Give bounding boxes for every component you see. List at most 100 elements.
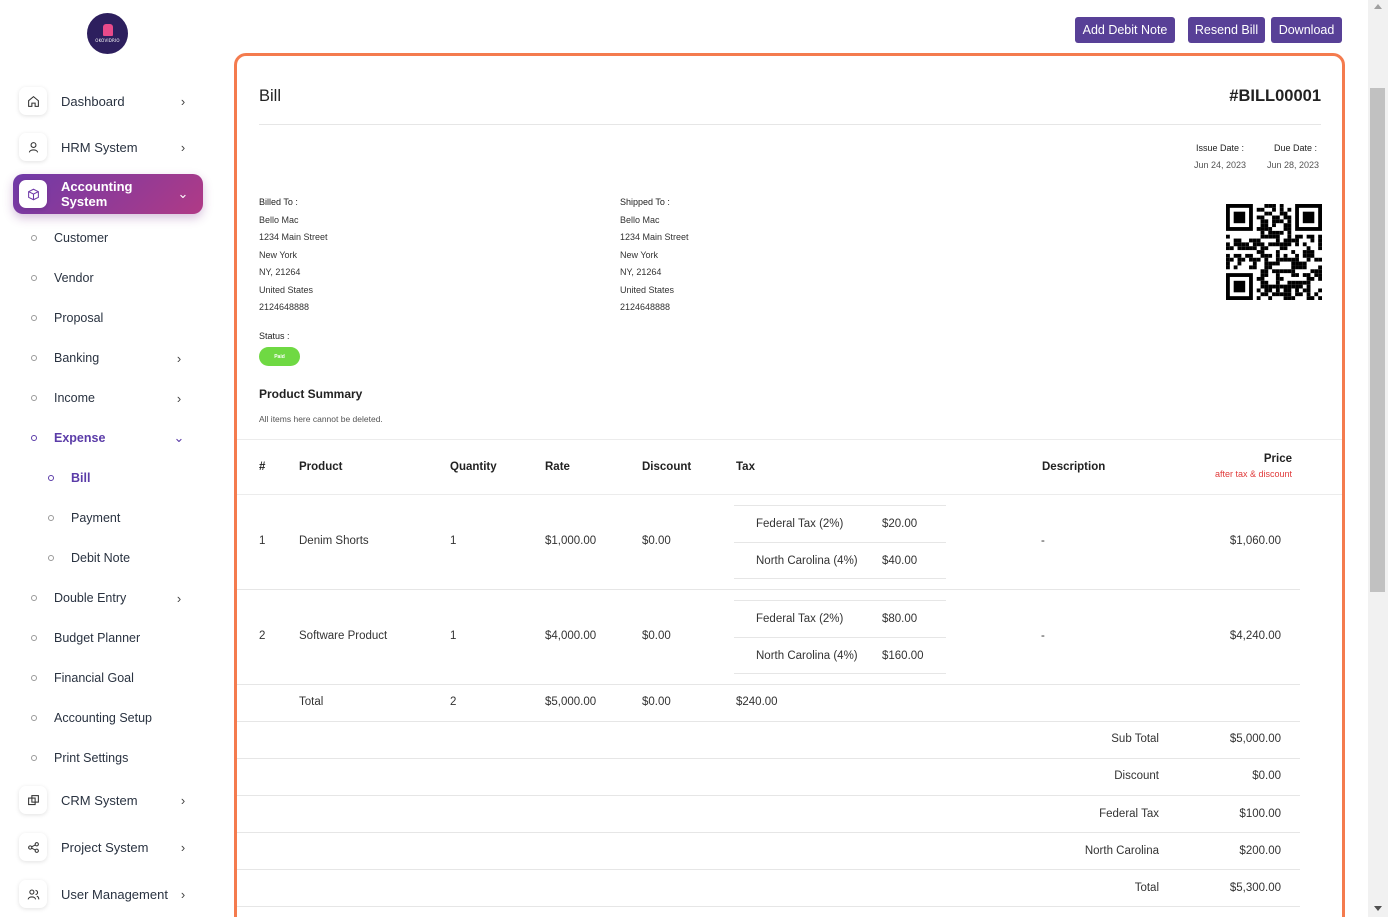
row2-product: Software Product xyxy=(299,630,388,642)
bullet-icon xyxy=(31,235,37,241)
home-icon xyxy=(19,87,47,115)
sidebar-item-customer[interactable]: Customer xyxy=(31,227,201,249)
brand-logo[interactable]: OKOVIDRIO xyxy=(87,13,128,54)
nav-project-system[interactable]: Project System › xyxy=(13,827,203,867)
billed-to: Billed To : Bello Mac 1234 Main Street N… xyxy=(259,194,328,317)
due-date-label: Due Date : xyxy=(1274,143,1318,153)
row-divider xyxy=(237,758,1300,759)
chevron-right-icon: › xyxy=(180,139,186,155)
nav-dashboard-label: Dashboard xyxy=(61,93,125,109)
sidebar-item-label: Payment xyxy=(71,511,121,525)
row1-rate: $1,000.00 xyxy=(545,535,597,547)
bullet-icon xyxy=(31,635,37,641)
billed-to-street: 1234 Main Street xyxy=(259,232,328,242)
logo-text: OKOVIDRIO xyxy=(95,38,120,43)
billed-to-phone: 2124648888 xyxy=(259,302,310,312)
sidebar-item-banking[interactable]: Banking › xyxy=(31,347,201,369)
total-label: Total xyxy=(299,696,324,708)
grand-total-label: Total xyxy=(1134,882,1159,894)
sidebar-item-label: Debit Note xyxy=(71,551,131,565)
resend-bill-button[interactable]: Resend Bill xyxy=(1188,17,1265,43)
status-badge: Paid xyxy=(259,347,300,366)
tax-row: North Carolina (4%) $160.00 xyxy=(734,637,946,674)
bullet-icon xyxy=(31,355,37,361)
nav-accounting-label: Accounting System xyxy=(61,179,133,209)
total-discount: $0.00 xyxy=(642,696,671,708)
scroll-up-icon[interactable] xyxy=(1374,4,1382,9)
status-label: Status : xyxy=(259,331,290,341)
divider xyxy=(259,124,1321,125)
row-divider xyxy=(237,721,1300,722)
download-button[interactable]: Download xyxy=(1271,17,1342,43)
sidebar-item-bill[interactable]: Bill xyxy=(48,467,218,489)
tax-name: Federal Tax (2%) xyxy=(756,518,844,530)
scroll-down-icon[interactable] xyxy=(1374,906,1382,911)
nav-user-management-label: User Management xyxy=(61,886,168,902)
sidebar-item-label: Accounting Setup xyxy=(54,711,152,725)
sidebar-item-label: Print Settings xyxy=(54,751,129,765)
scrollbar-thumb[interactable] xyxy=(1370,88,1385,592)
federal-tax-value: $100.00 xyxy=(1239,808,1281,820)
shipped-to-heading: Shipped To : xyxy=(620,197,670,207)
sidebar-item-label: Budget Planner xyxy=(54,631,141,645)
bullet-icon xyxy=(31,675,37,681)
row1-tax-list: Federal Tax (2%) $20.00 North Carolina (4… xyxy=(734,505,946,579)
page-title: Bill xyxy=(259,87,282,105)
row-divider xyxy=(237,869,1300,870)
share-icon xyxy=(19,833,47,861)
chevron-right-icon: › xyxy=(176,590,182,606)
discount-label: Discount xyxy=(1114,770,1159,782)
page-scrollbar[interactable] xyxy=(1368,0,1388,917)
sidebar-item-print-settings[interactable]: Print Settings xyxy=(31,747,201,769)
sidebar-item-vendor[interactable]: Vendor xyxy=(31,267,201,289)
tax-amount: $80.00 xyxy=(882,613,918,625)
sidebar-item-financial-goal[interactable]: Financial Goal xyxy=(31,667,201,689)
billed-to-state-zip: NY, 21264 xyxy=(259,267,301,277)
col-rate-header: Rate xyxy=(545,461,570,473)
sidebar-item-proposal[interactable]: Proposal xyxy=(31,307,201,329)
shipped-to-state-zip: NY, 21264 xyxy=(620,267,662,277)
sidebar-item-double-entry[interactable]: Double Entry › xyxy=(31,587,201,609)
tax-name: North Carolina (4%) xyxy=(756,554,858,567)
nav-dashboard[interactable]: Dashboard › xyxy=(13,81,203,121)
sidebar-item-label: Customer xyxy=(54,231,109,245)
bullet-icon xyxy=(31,315,37,321)
sidebar-item-accounting-setup[interactable]: Accounting Setup xyxy=(31,707,201,729)
col-discount-header: Discount xyxy=(642,461,692,473)
header-divider xyxy=(237,494,1342,495)
product-summary-title: Product Summary xyxy=(259,387,363,401)
row2-quantity: 1 xyxy=(450,630,457,642)
row-divider xyxy=(237,684,1300,685)
sidebar-item-label: Proposal xyxy=(54,311,104,325)
total-tax: $240.00 xyxy=(736,696,778,708)
billed-to-country: United States xyxy=(259,284,314,295)
sidebar-item-payment[interactable]: Payment xyxy=(48,507,218,529)
sidebar-item-budget-planner[interactable]: Budget Planner xyxy=(31,627,201,649)
nav-accounting-system[interactable]: Accounting System ⌄ xyxy=(13,174,203,214)
sidebar-item-label: Banking xyxy=(54,351,100,365)
row1-discount: $0.00 xyxy=(642,535,671,547)
sidebar-item-income[interactable]: Income › xyxy=(31,387,201,409)
row2-discount: $0.00 xyxy=(642,630,671,642)
sidebar-item-debit-note[interactable]: Debit Note xyxy=(48,547,218,569)
sidebar-item-label: Double Entry xyxy=(54,591,127,605)
add-debit-note-button[interactable]: Add Debit Note xyxy=(1075,17,1175,43)
sidebar-item-expense[interactable]: Expense ⌄ xyxy=(31,427,201,449)
bullet-icon xyxy=(31,595,37,601)
nav-crm-label: CRM System xyxy=(61,792,138,808)
tax-amount: $20.00 xyxy=(882,518,918,530)
col-num-header: # xyxy=(259,461,266,473)
chevron-down-icon: ⌄ xyxy=(177,186,189,201)
chevron-right-icon: › xyxy=(180,839,186,855)
bill-number: #BILL00001 xyxy=(1229,87,1321,105)
nav-hrm-system[interactable]: HRM System › xyxy=(13,127,203,167)
nav-user-management[interactable]: User Management › xyxy=(13,874,203,914)
layers-icon xyxy=(19,786,47,814)
user-icon xyxy=(19,133,47,161)
tax-amount: $40.00 xyxy=(882,554,918,567)
issue-date-label: Issue Date : xyxy=(1196,143,1245,153)
nav-crm-system[interactable]: CRM System › xyxy=(13,780,203,820)
sidebar: OKOVIDRIO Dashboard › HRM System › Accou… xyxy=(0,0,215,917)
shipped-to-name: Bello Mac xyxy=(620,214,660,225)
col-quantity-header: Quantity xyxy=(450,461,497,473)
